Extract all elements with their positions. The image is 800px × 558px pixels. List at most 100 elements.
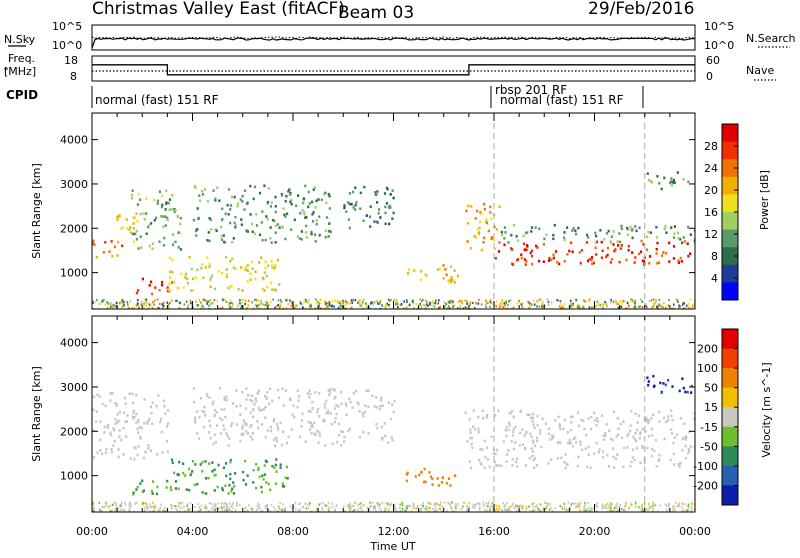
- velocity-cell: [601, 450, 605, 453]
- velocity-cell: [252, 481, 255, 484]
- velocity-near-range-cell: [455, 506, 458, 509]
- power-cell: [166, 289, 170, 293]
- power-near-range-cell: [556, 299, 559, 302]
- power-cell: [672, 236, 676, 239]
- power-cell: [284, 237, 287, 241]
- velocity-cell: [608, 429, 611, 432]
- power-cell: [620, 224, 623, 228]
- velocity-near-range-cell: [377, 504, 379, 507]
- power-near-range-cell: [148, 303, 151, 306]
- power-near-range-cell: [556, 299, 558, 302]
- power-cell: [328, 207, 331, 210]
- velocity-cell: [521, 428, 524, 431]
- power-near-range-cell: [444, 305, 447, 308]
- velocity-cell: [633, 458, 636, 462]
- velocity-cell: [429, 475, 433, 479]
- velocity-near-range-cell: [567, 508, 569, 512]
- power-colorbar-swatch: [722, 212, 738, 231]
- velocity-near-range-cell: [484, 509, 486, 512]
- x-axis-label: Time UT: [369, 540, 415, 553]
- power-near-range-cell: [362, 307, 364, 309]
- velocity-cell: [547, 432, 550, 435]
- power-near-range-cell: [183, 303, 186, 306]
- velocity-cell: [549, 438, 552, 441]
- velocity-cell: [670, 409, 673, 412]
- power-near-range-cell: [541, 305, 543, 308]
- velocity-cell: [189, 473, 192, 477]
- power-cell: [260, 221, 263, 224]
- velocity-near-range-cell: [550, 506, 552, 510]
- power-cell: [162, 244, 166, 247]
- velocity-cell: [150, 411, 153, 415]
- power-cell: [631, 228, 634, 231]
- velocity-cell: [135, 393, 138, 397]
- velocity-near-range-cell: [512, 502, 514, 505]
- velocity-cell: [658, 454, 661, 457]
- power-near-range-cell: [426, 301, 429, 304]
- power-near-range-cell: [343, 304, 346, 307]
- velocity-near-range-cell: [142, 502, 144, 505]
- power-cell: [359, 207, 362, 210]
- velocity-cell: [682, 436, 685, 440]
- power-near-range-cell: [602, 306, 604, 309]
- power-cell: [687, 180, 690, 184]
- power-cell: [498, 205, 501, 209]
- velocity-near-range-cell: [424, 507, 427, 510]
- power-cell: [655, 248, 658, 251]
- velocity-cell: [526, 413, 529, 416]
- velocity-cell: [235, 423, 238, 426]
- velocity-near-range-cell: [351, 504, 353, 507]
- velocity-near-range-cell: [178, 505, 180, 508]
- velocity-near-range-cell: [532, 501, 535, 505]
- power-near-range-cell: [104, 303, 106, 306]
- velocity-cell: [133, 415, 136, 419]
- power-cell: [682, 178, 685, 181]
- power-cell: [156, 202, 159, 205]
- velocity-colorbar-swatch: [722, 329, 738, 350]
- power-cell: [436, 268, 439, 271]
- x-tick-label: 16:00: [478, 525, 510, 538]
- power-near-range-cell: [129, 300, 131, 303]
- velocity-near-range-cell: [563, 506, 566, 509]
- power-cell: [681, 241, 684, 245]
- velocity-cell: [146, 420, 149, 424]
- velocity-cell: [524, 464, 527, 467]
- velocity-near-range-cell: [533, 508, 536, 511]
- velocity-cell: [114, 418, 117, 421]
- power-cell: [504, 231, 507, 234]
- velocity-cell: [213, 489, 216, 492]
- power-near-range-cell: [437, 306, 440, 309]
- velocity-near-range-cell: [427, 506, 429, 509]
- velocity-near-range-cell: [616, 502, 619, 505]
- power-near-range-cell: [430, 302, 433, 305]
- velocity-near-range-cell: [509, 510, 512, 512]
- power-cell: [250, 260, 253, 264]
- power-cell: [229, 259, 232, 263]
- velocity-cell: [109, 399, 112, 402]
- power-near-range-cell: [650, 299, 653, 302]
- power-cell: [640, 239, 643, 243]
- power-cell: [300, 230, 303, 233]
- power-near-range-cell: [590, 306, 593, 309]
- power-cell: [164, 208, 167, 211]
- power-cell: [571, 250, 574, 254]
- noise-search-label: N.Search: [746, 32, 796, 45]
- velocity-cell: [641, 446, 644, 449]
- power-cell: [228, 285, 231, 289]
- velocity-cell: [137, 431, 140, 434]
- power-cell: [152, 198, 156, 202]
- power-near-range-cell: [402, 307, 405, 309]
- velocity-near-range-cell: [229, 502, 231, 505]
- power-near-range-cell: [683, 302, 685, 305]
- power-near-range-cell: [662, 306, 664, 309]
- velocity-cell: [298, 395, 301, 398]
- velocity-near-range-cell: [613, 506, 616, 509]
- velocity-cell: [136, 485, 139, 489]
- velocity-cell: [136, 453, 139, 457]
- freq-panel: Freq. [MHz] 18 8 60 0 Nave: [4, 52, 776, 83]
- power-cell: [531, 262, 534, 266]
- velocity-near-range-cell: [335, 505, 338, 508]
- power-ylabel: Slant Range [km]: [30, 163, 43, 259]
- power-near-range-cell: [279, 298, 282, 302]
- velocity-cell: [211, 403, 214, 406]
